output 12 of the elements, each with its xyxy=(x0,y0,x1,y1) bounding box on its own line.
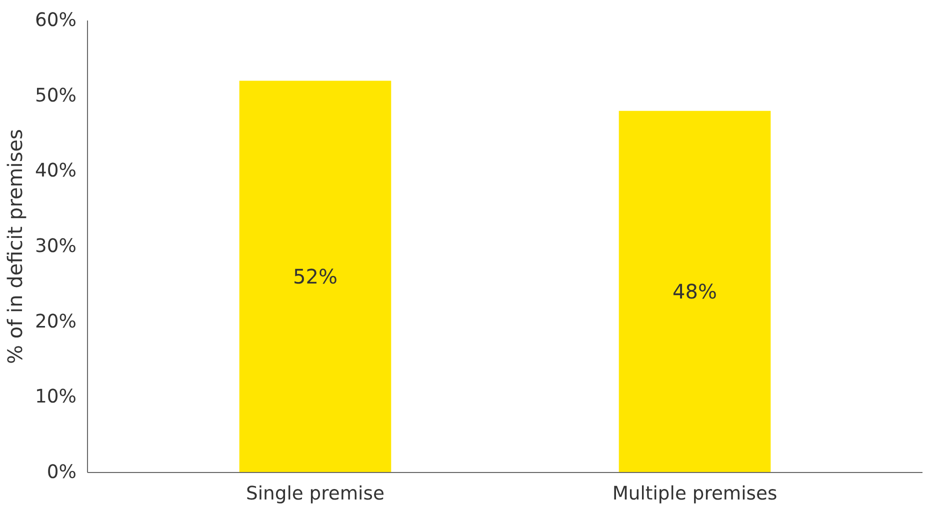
y-tick-label: 30% xyxy=(35,236,76,257)
x-tick-label: Multiple premises xyxy=(612,484,778,504)
data-label: 48% xyxy=(672,280,717,304)
y-tick-label: 10% xyxy=(35,386,76,408)
data-label: 52% xyxy=(293,264,338,289)
y-tick-label: 20% xyxy=(35,311,76,332)
y-tick-label: 40% xyxy=(35,160,76,182)
y-tick-label: 0% xyxy=(46,462,77,483)
y-tick-label: 60% xyxy=(35,10,76,31)
y-axis-title: % of in deficit premises xyxy=(3,129,28,364)
y-tick-label: 50% xyxy=(35,85,76,106)
x-tick-label: Single premise xyxy=(246,484,384,504)
